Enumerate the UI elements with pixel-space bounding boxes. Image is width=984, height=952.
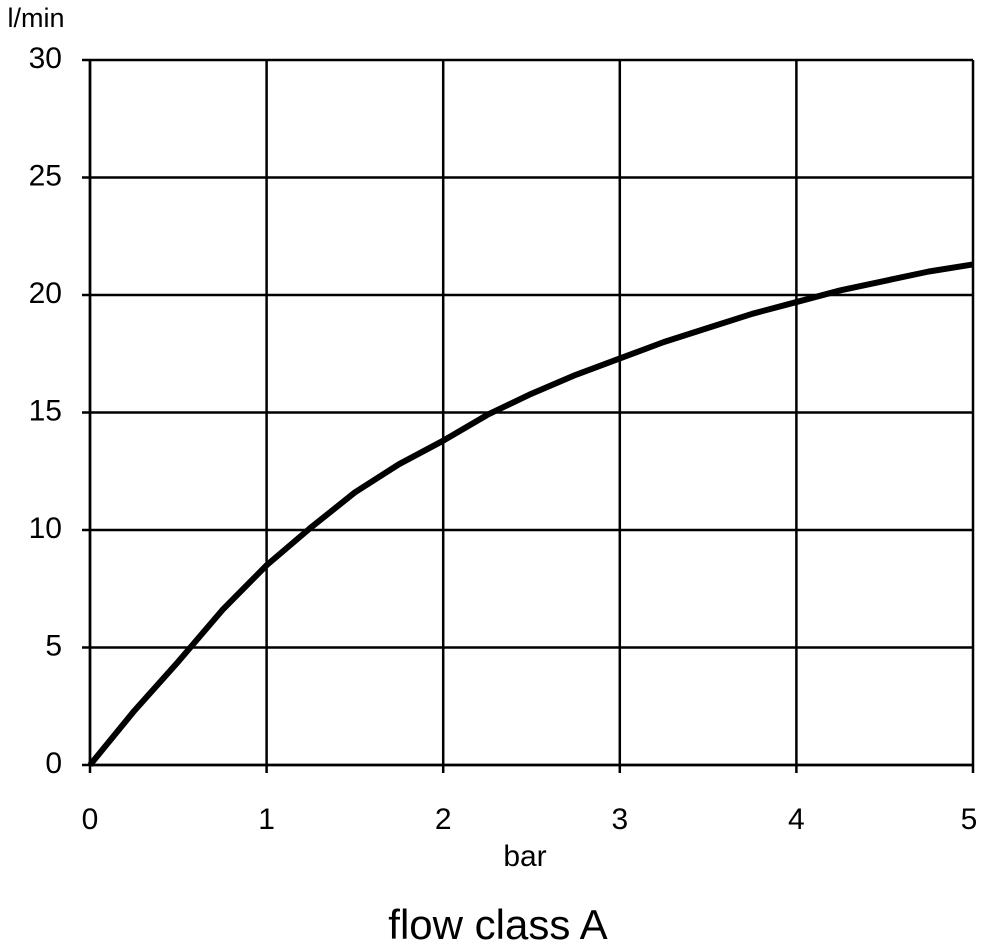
y-tick-label: 5 [45,629,62,662]
x-tick-label: 0 [82,803,99,836]
x-tick-label: 4 [788,803,805,836]
x-tick-label: 2 [435,803,452,836]
y-tick-label: 0 [45,747,62,780]
chart-title: flow class A [388,901,607,948]
y-tick-label: 10 [29,512,62,545]
data-line [87,261,974,767]
y-tick-label: 30 [29,42,62,75]
y-tick-label: 20 [29,277,62,310]
y-tick-label: 25 [29,159,62,192]
x-tick-label: 1 [258,803,275,836]
y-tick-label: 15 [29,394,62,427]
x-tick-label: 3 [611,803,628,836]
y-axis-label: l/min [7,3,64,33]
x-axis-label: bar [503,840,546,873]
x-tick-label: 5 [961,803,978,836]
